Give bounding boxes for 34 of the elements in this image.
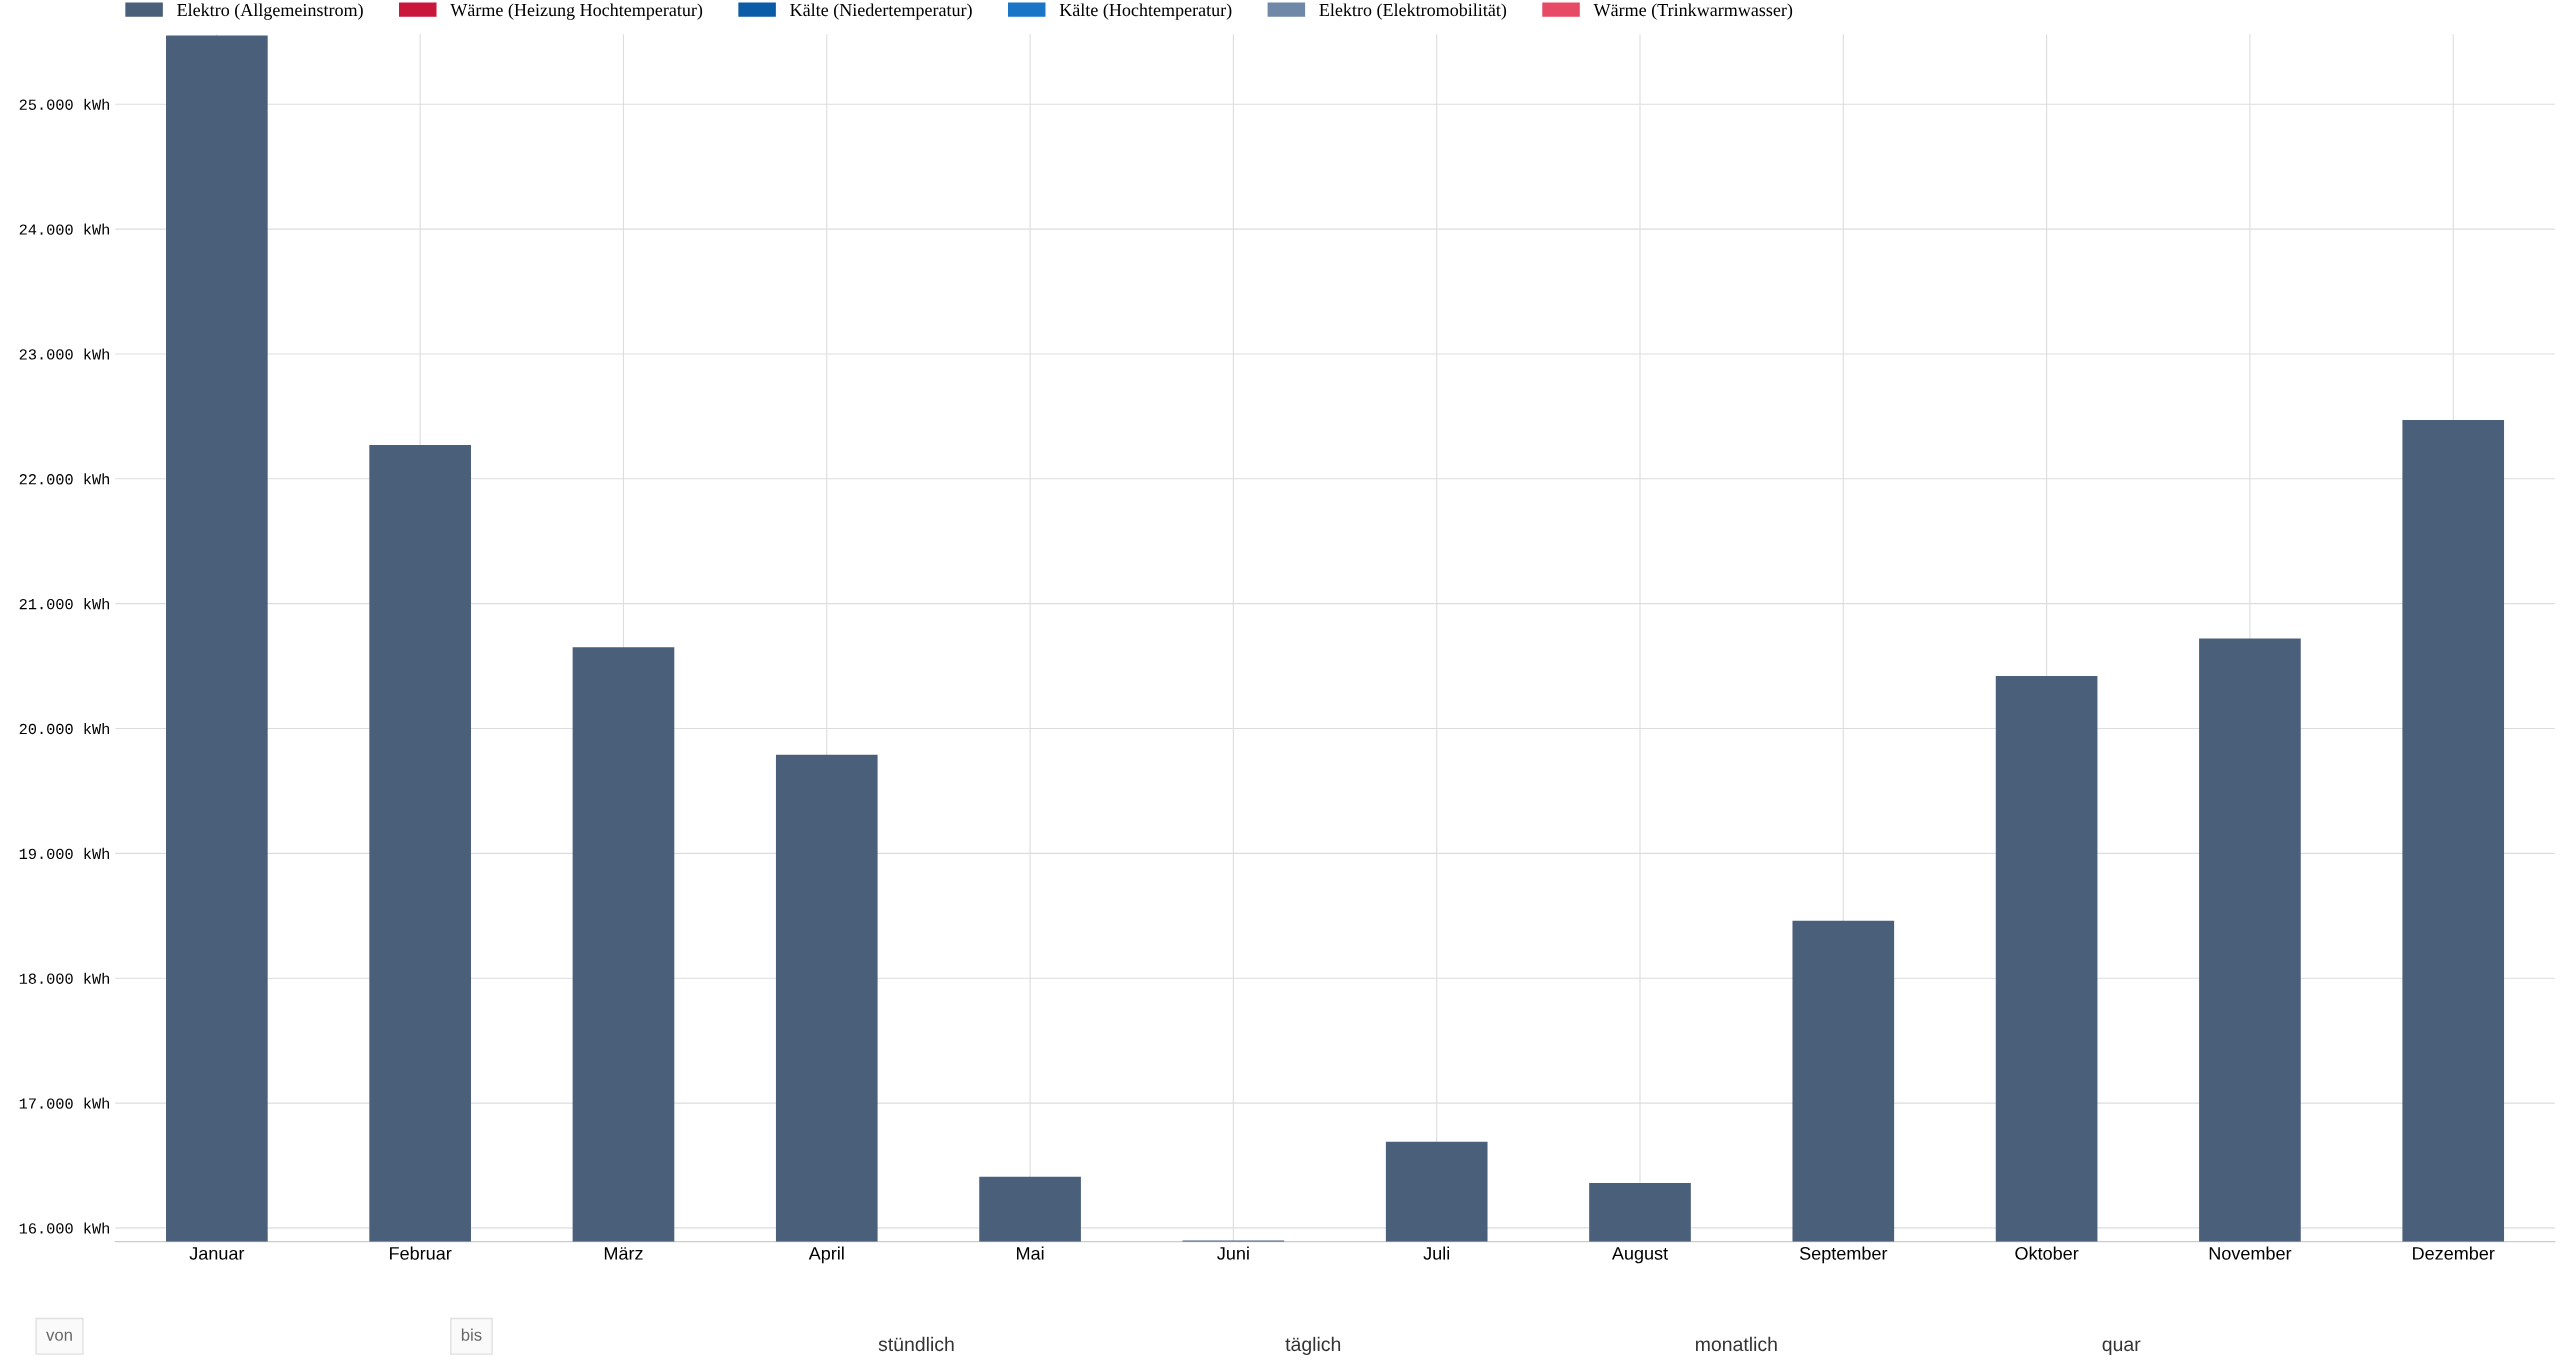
x-tick-label: Mai bbox=[1017, 1246, 1044, 1260]
x-tick-label: August bbox=[1611, 1247, 1668, 1264]
x-tick-label: Januar bbox=[189, 1247, 245, 1260]
x-tick-label: Juni bbox=[1217, 1246, 1249, 1260]
y-tick-label: 17.000 kWh bbox=[19, 1097, 109, 1109]
x-tick-label: September bbox=[1799, 1246, 1888, 1264]
legend-label: Elektro (Allgemeinstrom) bbox=[177, 3, 363, 20]
text: quar bbox=[2102, 1340, 2141, 1355]
text: stündlich bbox=[878, 1336, 954, 1352]
y-tick-label: 16.000 kWh bbox=[19, 1222, 109, 1234]
legend-label: Wärme (Heizung Hochtemperatur) bbox=[450, 3, 703, 20]
legend-label: Kälte (Hochtemperatur) bbox=[1059, 3, 1232, 20]
legend-label: Elektro (Elektromobilität) bbox=[1319, 3, 1507, 20]
legend-label: Kälte (Niedertemperatur) bbox=[790, 3, 972, 20]
x-tick-label: November bbox=[2209, 1246, 2292, 1260]
y-tick-label: 24.000 kWh bbox=[19, 223, 109, 235]
x-tick-label: Oktober bbox=[2015, 1246, 2079, 1260]
y-tick-label: 25.000 kWh bbox=[19, 98, 109, 110]
x-tick-label: März bbox=[604, 1247, 643, 1260]
y-tick-label: 21.000 kWh bbox=[19, 598, 109, 610]
y-tick-label: 19.000 kWh bbox=[19, 847, 109, 860]
y-tick-label: 18.000 kWh bbox=[19, 972, 109, 984]
y-tick-label: 22.000 kWh bbox=[19, 473, 109, 485]
x-tick-label: Februar bbox=[390, 1246, 452, 1260]
text: täglich bbox=[1285, 1336, 1341, 1355]
y-tick-label: 20.000 kWh bbox=[19, 722, 109, 735]
y-tick-label: 23.000 kWh bbox=[19, 348, 109, 360]
x-tick-label: Dezember bbox=[2413, 1246, 2495, 1260]
text: bis bbox=[461, 1328, 482, 1341]
legend-label: Wärme (Trinkwarmwasser) bbox=[1593, 3, 1793, 20]
x-tick-label: April bbox=[808, 1246, 844, 1264]
x-tick-label: Juli bbox=[1423, 1246, 1450, 1260]
text: monatlich bbox=[1696, 1336, 1777, 1352]
text: von bbox=[46, 1331, 72, 1341]
